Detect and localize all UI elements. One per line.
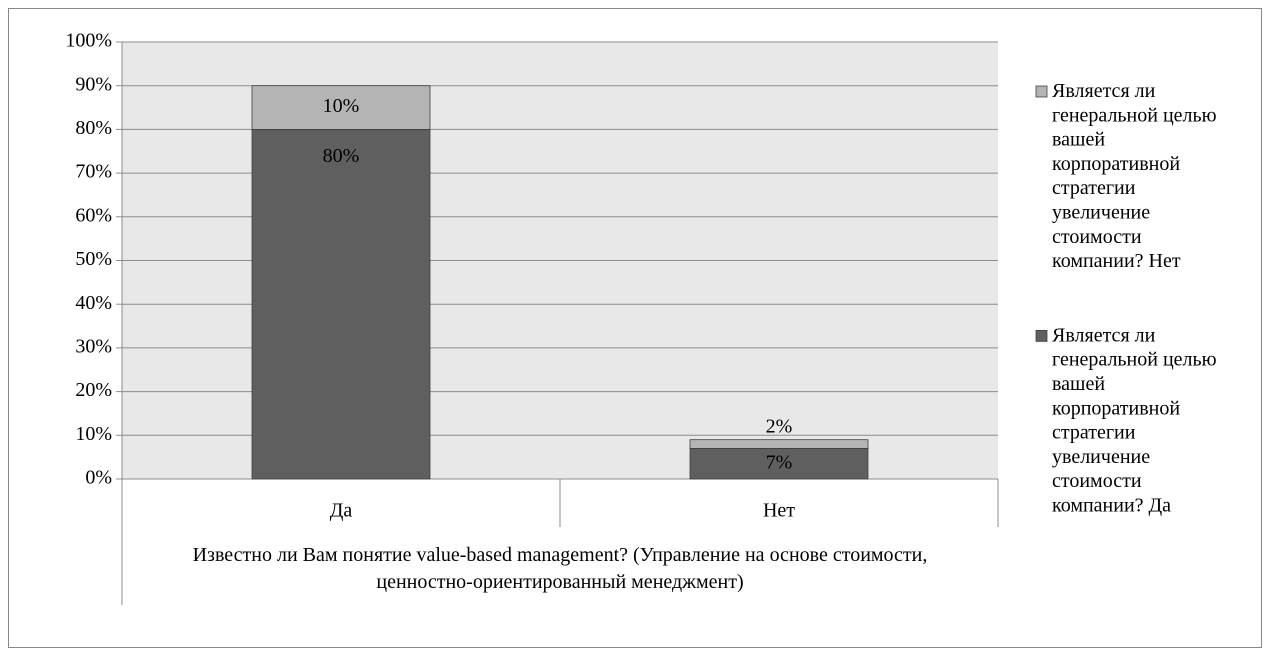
legend-swatch <box>1035 329 1048 342</box>
y-tick-label: 30% <box>75 335 112 357</box>
y-tick-label: 80% <box>75 117 112 139</box>
y-tick-label: 60% <box>75 204 112 226</box>
x-tick-label: Нет <box>763 500 795 522</box>
data-label: 10% <box>323 95 360 117</box>
legend-swatch <box>1035 85 1048 98</box>
y-tick-label: 10% <box>75 423 112 445</box>
data-label: 7% <box>766 451 793 473</box>
y-tick-label: 20% <box>75 379 112 401</box>
data-label: 80% <box>323 145 360 167</box>
bar-segment <box>251 128 431 480</box>
y-tick-label: 50% <box>75 248 112 270</box>
bar-segment <box>689 448 869 480</box>
legend-label: Является ли генеральной целью вашей корпора… <box>1052 324 1217 516</box>
y-tick-label: 70% <box>75 161 112 183</box>
y-tick-label: 90% <box>75 73 112 95</box>
y-tick-label: 100% <box>65 30 112 52</box>
data-label: 2% <box>766 415 793 437</box>
bar-segment <box>689 439 869 449</box>
y-tick-label: 40% <box>75 292 112 314</box>
x-tick-label: Да <box>330 500 353 522</box>
group-label: Известно ли Вам понятие value-based mana… <box>193 544 928 593</box>
y-tick-label: 0% <box>85 467 112 489</box>
legend-label: Является ли генеральной целью вашей корпора… <box>1052 80 1217 272</box>
bar-segment <box>251 85 431 130</box>
